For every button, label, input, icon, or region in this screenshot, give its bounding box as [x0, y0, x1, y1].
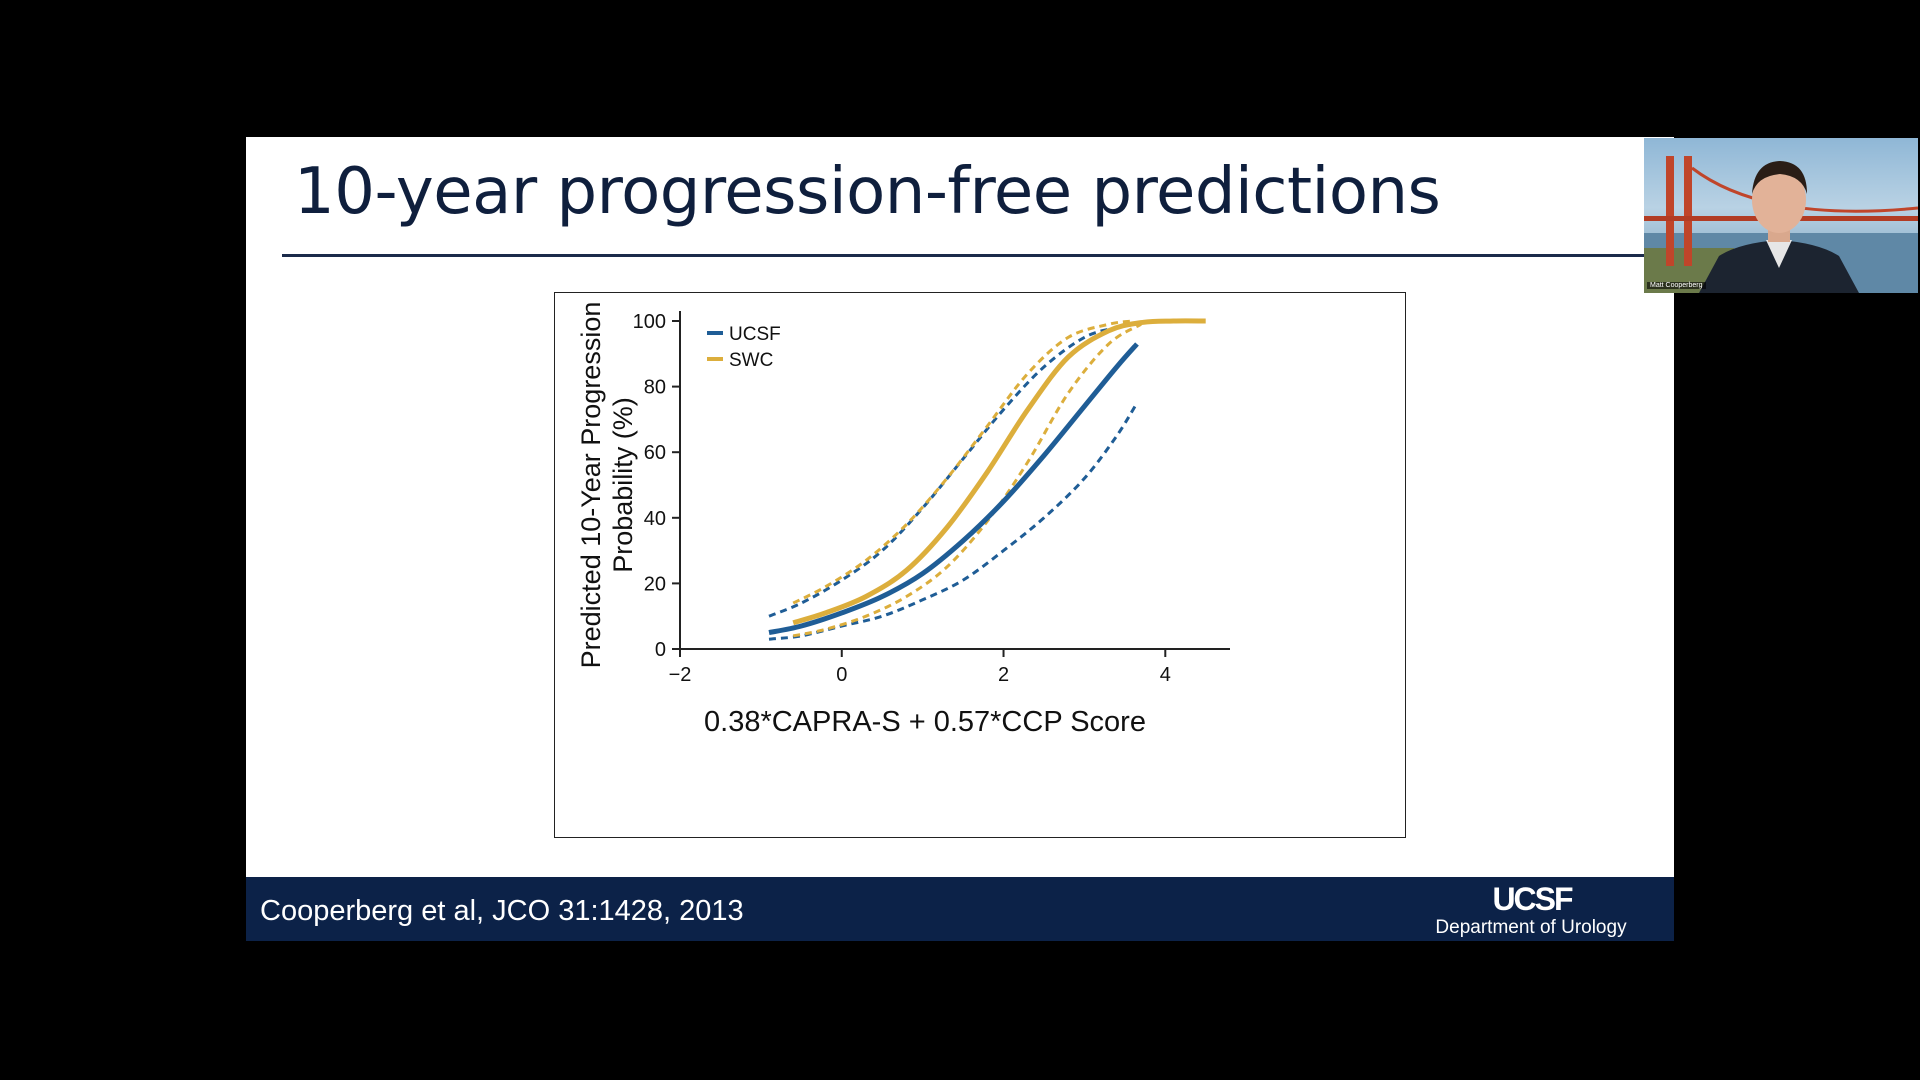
person-face [1752, 167, 1806, 233]
y-tick-label: 40 [644, 508, 666, 530]
y-axis-label: Predicted 10-Year Progression [576, 302, 606, 669]
x-tick-label: 4 [1160, 664, 1171, 686]
person-shirt [1766, 240, 1792, 268]
y-tick-label: 0 [655, 639, 666, 661]
legend-label-swc: SWC [729, 350, 773, 371]
webcam-thumbnail[interactable]: Matt Cooperberg [1644, 138, 1918, 293]
title-divider [282, 254, 1674, 257]
series-line-swc [792, 318, 1206, 626]
x-tick-label: 2 [998, 664, 1009, 686]
participant-name: Matt Cooperberg [1647, 282, 1706, 289]
series-line-ucsf [768, 342, 1139, 636]
series-line-swc-upper-ci [792, 319, 1134, 605]
y-tick-label: 20 [644, 573, 666, 595]
department-label: Department of Urology [1435, 917, 1627, 938]
webcam-video-frame [1644, 156, 1918, 293]
series-line-swc-lower-ci [792, 322, 1142, 638]
person-hair [1752, 161, 1807, 194]
bridge-tower [1666, 156, 1674, 266]
y-tick-label: 100 [633, 311, 666, 333]
ucsf-logo-text: UCSF [1492, 881, 1573, 917]
x-axis-label: 0.38*CAPRA-S + 0.57*CCP Score [704, 706, 1146, 738]
legend-label-ucsf: UCSF [729, 324, 781, 345]
y-tick-label: 80 [644, 377, 666, 399]
slide: 10-year progression-free predictions 0 20… [246, 137, 1674, 941]
x-tick-label: −2 [669, 664, 692, 686]
ucsf-logo: UCSF [1432, 882, 1632, 918]
bridge-tower-right [1684, 156, 1692, 266]
slide-title: 10-year progression-free predictions [294, 155, 1441, 229]
footer-bar: Cooperberg et al, JCO 31:1428, 2013 UCSF… [246, 877, 1674, 941]
y-axis-label: Probability (%) [608, 397, 638, 573]
x-tick-label: 0 [836, 664, 847, 686]
series-line-ucsf-upper-ci [768, 322, 1138, 618]
y-tick-label: 60 [644, 442, 666, 464]
chart-frame: 0 20 40 60 80 100 −2 0 2 4 0.38*CAPRA-S + 0.57*CCP… [554, 292, 1406, 838]
citation-text: Cooperberg et al, JCO 31:1428, 2013 [260, 895, 744, 927]
